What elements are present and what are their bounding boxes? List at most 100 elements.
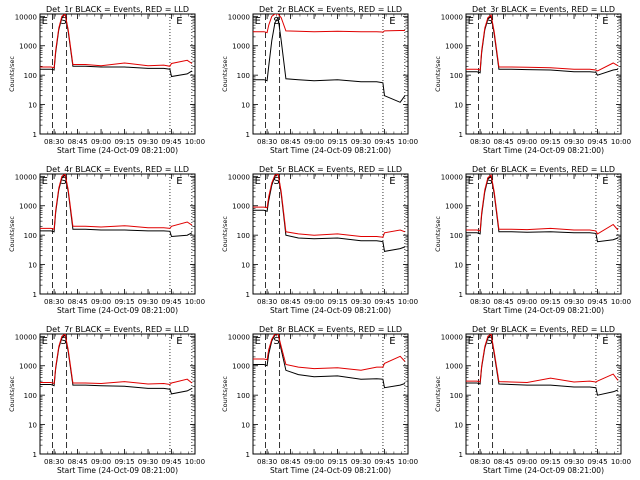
- y-tick-label: 100: [450, 72, 463, 80]
- y-tick-label: 10: [28, 262, 37, 270]
- panel-title: Det_3r BLACK = Events, RED = LLD: [472, 5, 615, 14]
- x-tick-label: 09:45: [374, 298, 394, 306]
- plot-frame: [39, 173, 196, 295]
- y-tick-label: 1000: [232, 363, 250, 371]
- y-tick-label: 1000: [445, 43, 463, 51]
- series-lld-line: [466, 14, 619, 72]
- x-tick-label: 09:30: [138, 138, 158, 146]
- plot-frame: [252, 333, 409, 455]
- event-annotation: E: [42, 176, 48, 187]
- y-tick-label: 10000: [441, 333, 463, 341]
- series-lld-line: [40, 14, 193, 69]
- event-annotation: E: [389, 336, 395, 347]
- x-tick-label: 10:00: [398, 138, 418, 146]
- x-tick-label: 10:00: [185, 298, 205, 306]
- y-tick-label: 10: [241, 422, 250, 430]
- y-tick-label: 100: [237, 392, 250, 400]
- series-events-line: [253, 334, 406, 389]
- x-tick-label: 08:45: [280, 298, 300, 306]
- x-axis-label: Start Time (24-Oct-09 08:21:00): [57, 146, 178, 155]
- x-tick-label: 08:45: [67, 458, 87, 466]
- x-tick-label: 09:00: [304, 298, 324, 306]
- x-tick-label: 09:15: [540, 138, 560, 146]
- event-annotation: S: [273, 176, 279, 187]
- x-tick-label: 08:45: [493, 458, 513, 466]
- x-tick-label: 09:00: [91, 298, 111, 306]
- x-axis-label: Start Time (24-Oct-09 08:21:00): [270, 466, 391, 475]
- y-axis-label: Counts/sec: [434, 56, 442, 92]
- x-tick-label: 09:00: [304, 458, 324, 466]
- x-axis-label: Start Time (24-Oct-09 08:21:00): [483, 146, 604, 155]
- panel-title: Det_4r BLACK = Events, RED = LLD: [46, 165, 189, 174]
- series-lld-line: [253, 174, 406, 238]
- y-tick-label: 10000: [441, 173, 463, 181]
- y-axis-label: Counts/sec: [8, 56, 16, 92]
- plot-frame: [465, 333, 622, 455]
- event-annotation: E: [176, 336, 182, 347]
- plot-frame: [465, 13, 622, 135]
- event-annotation: S: [486, 336, 492, 347]
- event-annotation: E: [602, 176, 608, 187]
- event-annotation: S: [273, 336, 279, 347]
- y-tick-label: 1000: [232, 203, 250, 211]
- x-tick-label: 10:00: [185, 458, 205, 466]
- y-axis-label: Counts/sec: [434, 216, 442, 252]
- series-events-line: [253, 16, 406, 103]
- x-tick-label: 08:45: [67, 138, 87, 146]
- series-lld-line: [466, 174, 619, 235]
- event-annotation: E: [255, 16, 261, 27]
- y-axis-label: Counts/sec: [221, 216, 229, 252]
- event-annotation: E: [602, 336, 608, 347]
- y-tick-label: 100: [24, 72, 37, 80]
- x-tick-label: 09:45: [161, 458, 181, 466]
- plot-frame: [252, 173, 409, 295]
- x-tick-label: 09:00: [91, 138, 111, 146]
- event-annotation: E: [255, 176, 261, 187]
- y-tick-label: 100: [237, 232, 250, 240]
- series-events-line: [253, 174, 406, 252]
- y-axis-label: Counts/sec: [221, 56, 229, 92]
- series-lld-line: [40, 174, 193, 230]
- y-tick-label: 10: [241, 102, 250, 110]
- event-annotation: E: [42, 336, 48, 347]
- y-tick-label: 100: [237, 72, 250, 80]
- event-annotation: S: [60, 176, 66, 187]
- y-axis-label: Counts/sec: [8, 376, 16, 412]
- detector-panel-7: Det_7r BLACK = Events, RED = LLD 1 10 100 10…: [8, 325, 205, 475]
- y-tick-label: 1000: [445, 363, 463, 371]
- event-annotation: S: [60, 16, 66, 27]
- y-tick-label: 1000: [232, 43, 250, 51]
- detector-panel-2: Det_2r BLACK = Events, RED = LLD 1 10 100 10…: [221, 5, 418, 155]
- y-tick-label: 1: [33, 131, 37, 139]
- x-tick-label: 09:45: [587, 138, 607, 146]
- y-axis-label: Counts/sec: [8, 216, 16, 252]
- y-tick-label: 10000: [15, 333, 37, 341]
- panel-title: Det_7r BLACK = Events, RED = LLD: [46, 325, 189, 334]
- event-annotation: S: [273, 16, 279, 27]
- event-annotation: E: [389, 176, 395, 187]
- x-tick-label: 10:00: [611, 138, 631, 146]
- y-tick-label: 1: [246, 451, 250, 459]
- x-tick-label: 10:00: [398, 298, 418, 306]
- x-tick-label: 08:45: [493, 138, 513, 146]
- x-tick-label: 08:30: [470, 298, 490, 306]
- x-tick-label: 08:30: [257, 138, 277, 146]
- x-tick-label: 09:00: [517, 458, 537, 466]
- y-tick-label: 100: [24, 232, 37, 240]
- x-tick-label: 09:15: [540, 298, 560, 306]
- y-tick-label: 1: [459, 451, 463, 459]
- x-tick-label: 09:15: [114, 298, 134, 306]
- series-lld-line: [40, 334, 193, 386]
- y-tick-label: 1000: [19, 203, 37, 211]
- y-tick-label: 10000: [15, 173, 37, 181]
- y-axis-label: Counts/sec: [221, 376, 229, 412]
- x-axis-label: Start Time (24-Oct-09 08:21:00): [57, 466, 178, 475]
- y-tick-label: 1: [459, 131, 463, 139]
- detector-panel-3: Det_3r BLACK = Events, RED = LLD 1 10 100 10…: [434, 5, 631, 155]
- x-tick-label: 09:30: [564, 298, 584, 306]
- event-annotation: E: [468, 176, 474, 187]
- x-tick-label: 09:15: [327, 298, 347, 306]
- x-tick-label: 09:45: [374, 458, 394, 466]
- y-tick-label: 10000: [228, 13, 250, 21]
